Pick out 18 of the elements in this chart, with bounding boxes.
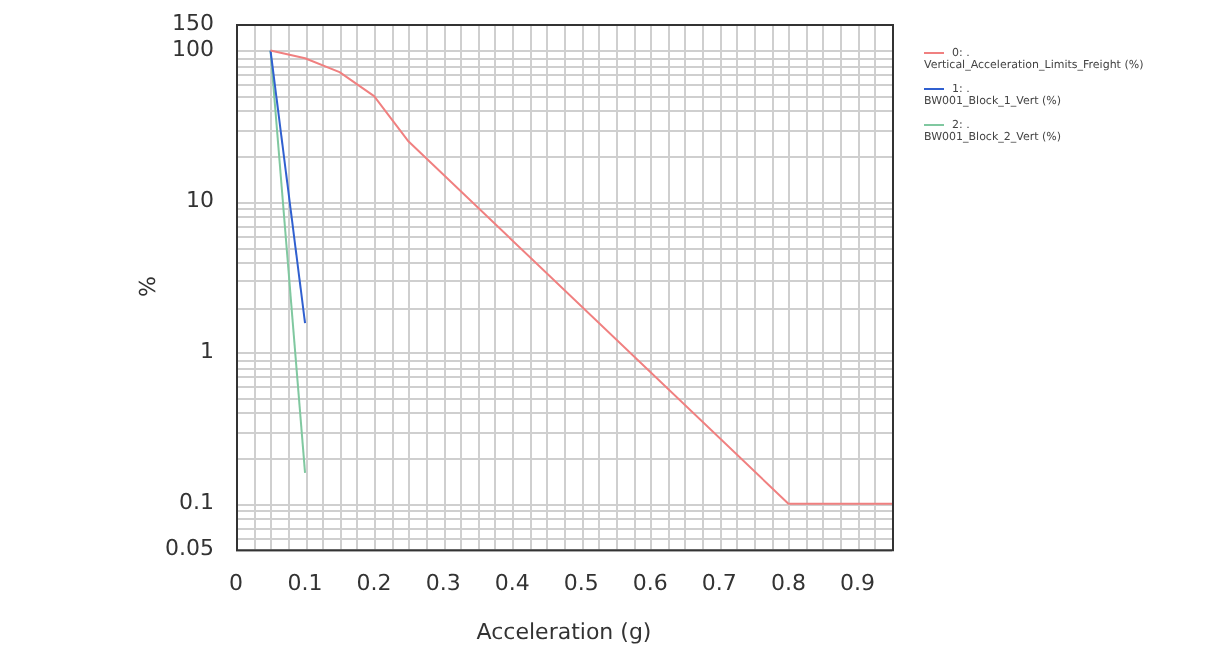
- y-tick-label: 150: [172, 9, 214, 36]
- x-tick-label: 0.9: [839, 570, 875, 597]
- y-axis-title: %: [134, 276, 161, 298]
- x-tick-label: 0.6: [632, 570, 668, 597]
- x-tick-label: 0.5: [563, 570, 599, 597]
- x-tick-label: 0.7: [701, 570, 737, 597]
- x-tick-label: 0.1: [287, 570, 323, 597]
- x-axis-title: Acceleration (g): [476, 618, 652, 645]
- x-tick-label: 0.2: [356, 570, 392, 597]
- y-tick-label: 0.05: [165, 534, 214, 561]
- y-tick-label: 10: [186, 187, 214, 214]
- y-tick-label: 0.1: [179, 489, 214, 516]
- y-tick-label: 1: [200, 338, 214, 365]
- x-tick-label: 0.8: [770, 570, 806, 597]
- y-tick-label: 100: [172, 36, 214, 63]
- x-tick-label: 0.3: [425, 570, 461, 597]
- x-tick-label: 0.4: [494, 570, 530, 597]
- x-tick-label: 0: [229, 570, 243, 597]
